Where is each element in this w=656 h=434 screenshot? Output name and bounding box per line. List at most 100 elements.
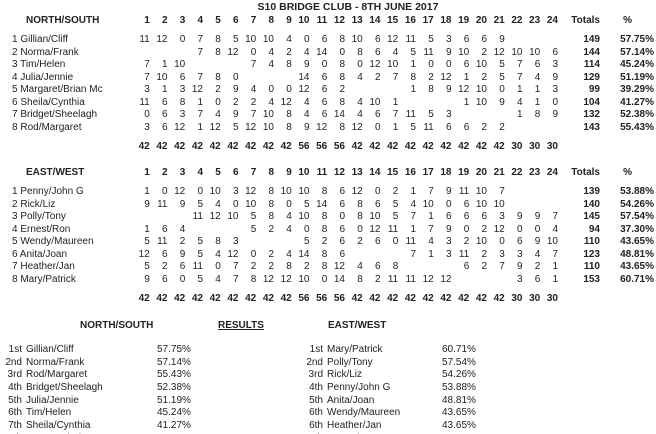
board-number: 7	[250, 167, 257, 178]
result-percent: 57.54%	[442, 356, 476, 368]
pair-row: 8 Mary/Patrick 9 6 0 5 4 7 8 12 12 10 0 14 8 2 11 11 12 12…	[0, 274, 656, 287]
pair-names: Tim/Helen	[20, 59, 66, 70]
board-score: 9	[516, 211, 523, 222]
board-number: 5	[215, 167, 221, 178]
board-score: 0	[286, 198, 292, 210]
board-score: 12	[227, 46, 239, 58]
board-top: 42	[138, 293, 150, 304]
board-score: 6	[179, 71, 186, 83]
board-score: 8	[321, 223, 328, 235]
pair-percent: 54.26%	[620, 198, 654, 210]
board-score: 12	[138, 248, 150, 260]
board-top: 42	[174, 293, 186, 304]
pair-name: 7 Bridget/Sheelagh	[0, 109, 132, 122]
pair-number: 4	[12, 223, 18, 235]
result-percent: 43.65%	[442, 407, 476, 419]
board-score: 4	[268, 46, 274, 58]
board-score: 8	[339, 34, 345, 45]
board-score: 10	[387, 59, 399, 70]
result-row: 1st Gillian/Cliff 57.75%	[0, 344, 300, 357]
pair-names: Ernest/Ron	[20, 223, 71, 235]
board-score: 0	[215, 261, 221, 272]
result-rank: 8th	[0, 433, 22, 434]
board-score: 11	[405, 34, 416, 45]
result-rank: 8th	[300, 433, 323, 434]
board-score: 12	[458, 84, 470, 95]
pair-row: 1 Penny/John G 1 0 12 0 10 3 12 8 10 10 8 6 12 0 2 1 7 9 11…	[0, 186, 656, 199]
board-score: 11	[139, 34, 150, 45]
board-top: 56	[316, 293, 328, 304]
board-score: 1	[552, 273, 558, 285]
pair-percent: 51.19%	[620, 71, 654, 83]
board-number: 5	[215, 15, 221, 26]
board-number: 1	[144, 167, 150, 178]
board-score: 8	[357, 46, 363, 58]
board-score: 6	[374, 198, 381, 210]
board-score: 0	[232, 198, 239, 210]
board-score: 11	[405, 109, 416, 120]
board-score: 4	[357, 261, 363, 272]
board-score: 9	[499, 34, 505, 45]
board-score: 1	[392, 96, 399, 108]
pair-number: 1	[12, 34, 18, 45]
board-top: 42	[209, 293, 221, 304]
board-score: 2	[481, 261, 487, 272]
board-score: 10	[369, 211, 381, 222]
board-score: 9	[534, 236, 541, 247]
board-score: 4	[357, 71, 363, 83]
pair-row: 6 Anita/Joan 12 6 9 5 4 12 0 2 4 14 8 6 7 1 3 11 2 3 3 4 7 123…	[0, 249, 656, 262]
board-number: 19	[458, 15, 470, 26]
board-score: 7	[392, 109, 399, 120]
board-score: 10	[369, 96, 381, 108]
board-number: 4	[197, 167, 203, 178]
board-score	[239, 236, 257, 249]
board-score: 4	[286, 34, 292, 45]
board-score: 11	[405, 236, 416, 247]
board-score: 11	[139, 96, 150, 108]
results-heading: NORTH/SOUTH	[80, 320, 154, 331]
board-score: 2	[357, 236, 363, 247]
board-score: 11	[157, 198, 168, 210]
board-number: 6	[232, 167, 239, 178]
board-top: 56	[298, 141, 310, 152]
pair-percent: 57.54%	[620, 211, 654, 222]
board-score: 10	[475, 198, 487, 210]
board-score: 0	[250, 248, 257, 260]
board-score: 6	[321, 34, 328, 45]
board-score: 5	[303, 236, 310, 247]
board-score: 10	[156, 71, 168, 83]
board-score: 8	[268, 198, 274, 210]
pair-percent: 39.29%	[620, 84, 654, 95]
board-score: 2	[481, 248, 487, 260]
board-score: 1	[161, 84, 168, 95]
board-score: 9	[516, 261, 523, 272]
board-score: 5	[197, 273, 203, 285]
result-pair: Heather/Jan	[327, 420, 382, 432]
board-score: 10	[227, 211, 239, 222]
board-score: 6	[161, 96, 168, 108]
board-top: 30	[546, 141, 558, 152]
result-rank: 2nd	[5, 356, 22, 368]
percent-header: %	[623, 15, 632, 26]
board-score: 10	[298, 273, 310, 285]
pair-names: Polly/Tony	[20, 211, 66, 222]
results-heading: EAST/WEST	[328, 320, 387, 331]
result-rank: 7th	[8, 420, 22, 432]
board-score: 8	[357, 198, 363, 210]
board-score: 0	[197, 186, 203, 197]
board-number: 6	[232, 15, 239, 26]
board-score: 9	[445, 46, 452, 58]
board-number: 23	[529, 167, 541, 178]
board-score: 3	[445, 248, 452, 260]
board-score: 7	[197, 109, 203, 120]
pair-total: 94	[588, 223, 600, 235]
page-title: S10 BRIDGE CLUB - 8TH JUNE 2017	[257, 1, 439, 13]
board-score: 9	[552, 109, 558, 120]
board-score	[398, 261, 416, 274]
board-score: 1	[410, 186, 416, 197]
pair-names: Bridget/Sheelagh	[20, 109, 98, 120]
board-score: 0	[499, 236, 505, 247]
board-score	[434, 261, 452, 274]
board-score: 1	[552, 261, 558, 272]
board-score: 12	[245, 186, 257, 197]
